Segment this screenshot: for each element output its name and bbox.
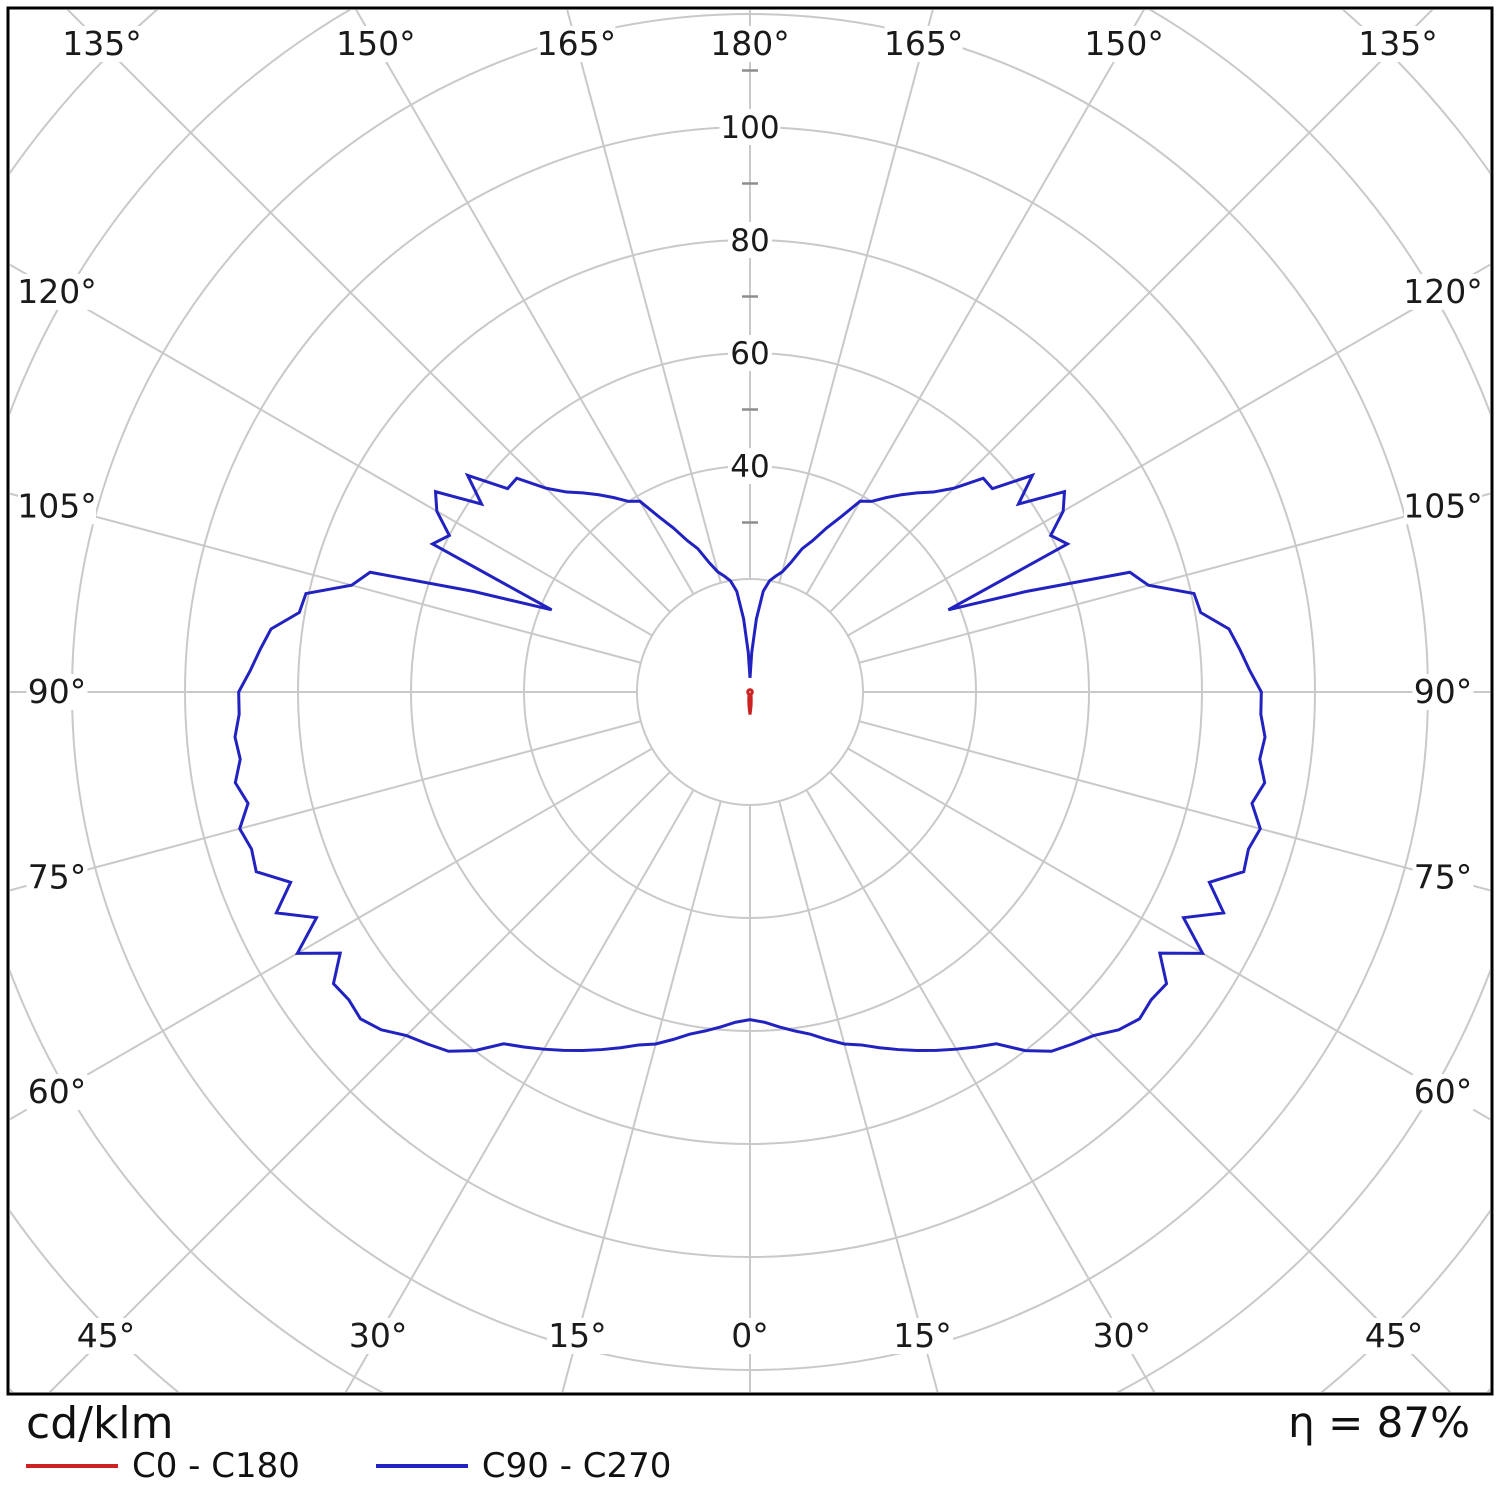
label-bg <box>728 1318 772 1354</box>
legend-item-c0-c180: C0 - C180 <box>26 1446 300 1486</box>
label-bg <box>1412 674 1474 710</box>
label-bg <box>26 1074 88 1111</box>
legend-line-blue-icon <box>375 1464 468 1468</box>
label-bg <box>728 222 772 258</box>
label-bg <box>728 448 772 484</box>
axis-label: 75° <box>1414 858 1473 897</box>
series-c90-c270 <box>233 472 1267 1053</box>
grid-spoke <box>778 800 939 1392</box>
grid-spoke <box>10 747 653 1121</box>
axis-label: 60° <box>1414 1072 1473 1111</box>
grid-ring <box>636 578 864 806</box>
axis-label: 105° <box>1403 486 1483 525</box>
label-bg <box>63 26 141 62</box>
grid-spoke <box>66 10 671 613</box>
chart-frame <box>6 6 1494 1396</box>
grid-spoke <box>778 10 934 584</box>
axis-label: 120° <box>1403 272 1483 311</box>
axis-label: 100 <box>720 110 779 146</box>
axis-label: 80 <box>730 223 769 259</box>
axis-label: 60° <box>28 1072 87 1111</box>
axis-label: 60 <box>730 336 769 372</box>
label-bg <box>884 26 963 62</box>
axis-label: 40 <box>730 449 769 485</box>
grid-spoke <box>847 263 1490 637</box>
label-bg <box>18 488 96 525</box>
axis-label: 120° <box>17 272 97 311</box>
axis-labels: 40 60 80 100 0° 15° 15° 30° 30° 45° 45° 60° 60° 75° 75… <box>17 24 1483 1355</box>
axis-label: 30° <box>349 1316 408 1355</box>
label-bg <box>18 273 96 310</box>
axis-label: 90° <box>28 672 87 711</box>
label-bg <box>892 1318 954 1354</box>
legend: C0 - C180 C90 - C270 <box>26 1446 671 1486</box>
series-c0-c180 <box>746 688 754 715</box>
axis-label: 75° <box>28 858 87 897</box>
legend-line-red-icon <box>26 1464 118 1468</box>
axis-label: 135° <box>1358 24 1438 63</box>
units-label: cd/klm <box>26 1398 174 1449</box>
label-bg <box>1412 859 1474 896</box>
axis-label: 135° <box>62 24 142 63</box>
grid-spoke <box>805 10 1145 595</box>
axis-label: 180° <box>710 24 790 63</box>
label-bg <box>728 335 772 371</box>
axis-label: 15° <box>548 1316 607 1355</box>
grid-spoke <box>48 771 671 1392</box>
label-bg <box>1363 1318 1425 1354</box>
label-bg <box>719 109 781 145</box>
legend-label-c90-c270: C90 - C270 <box>481 1446 672 1486</box>
legend-label-c0-c180: C0 - C180 <box>132 1446 300 1486</box>
label-bg <box>1085 26 1164 62</box>
grid-spoke <box>355 10 695 595</box>
label-bg <box>336 26 415 62</box>
grid-spoke <box>344 789 695 1392</box>
axis-label: 150° <box>336 24 416 63</box>
axis-label: 90° <box>1414 672 1473 711</box>
grid-spoke <box>829 10 1434 613</box>
axis-label: 30° <box>1093 1316 1152 1355</box>
label-bg <box>1404 488 1482 525</box>
curves <box>233 472 1267 1053</box>
label-bg <box>1091 1318 1153 1354</box>
grid-spoke <box>829 771 1452 1392</box>
grid-spoke <box>561 800 722 1392</box>
axis-label: 0° <box>731 1316 769 1355</box>
label-bg <box>26 859 88 896</box>
label-bg <box>711 26 789 62</box>
label-bg <box>75 1318 137 1354</box>
grid-spoke <box>10 720 642 892</box>
efficiency-value: η = 87% <box>1288 1398 1470 1447</box>
axis-label: 165° <box>537 24 617 63</box>
label-bg <box>546 1318 608 1354</box>
grid-spoke <box>858 720 1490 892</box>
grid-spoke <box>566 10 722 584</box>
axis-label: 45° <box>77 1316 136 1355</box>
grid-spoke <box>10 263 653 637</box>
label-bg <box>26 674 88 710</box>
grid-spoke <box>847 747 1490 1121</box>
grid-spoke <box>805 789 1156 1392</box>
grid-spoke <box>10 492 642 664</box>
axis-label: 105° <box>17 486 97 525</box>
label-bg <box>1412 1074 1474 1111</box>
label-bg <box>1359 26 1437 62</box>
label-bg <box>1404 273 1482 310</box>
legend-item-c90-c270: C90 - C270 <box>375 1446 672 1486</box>
label-bg <box>347 1318 409 1354</box>
label-bg <box>537 26 616 62</box>
axis-label: 150° <box>1084 24 1164 63</box>
axis-label: 15° <box>893 1316 952 1355</box>
grid-spoke <box>858 492 1490 664</box>
axis-label: 165° <box>884 24 964 63</box>
axis-label: 45° <box>1365 1316 1424 1355</box>
